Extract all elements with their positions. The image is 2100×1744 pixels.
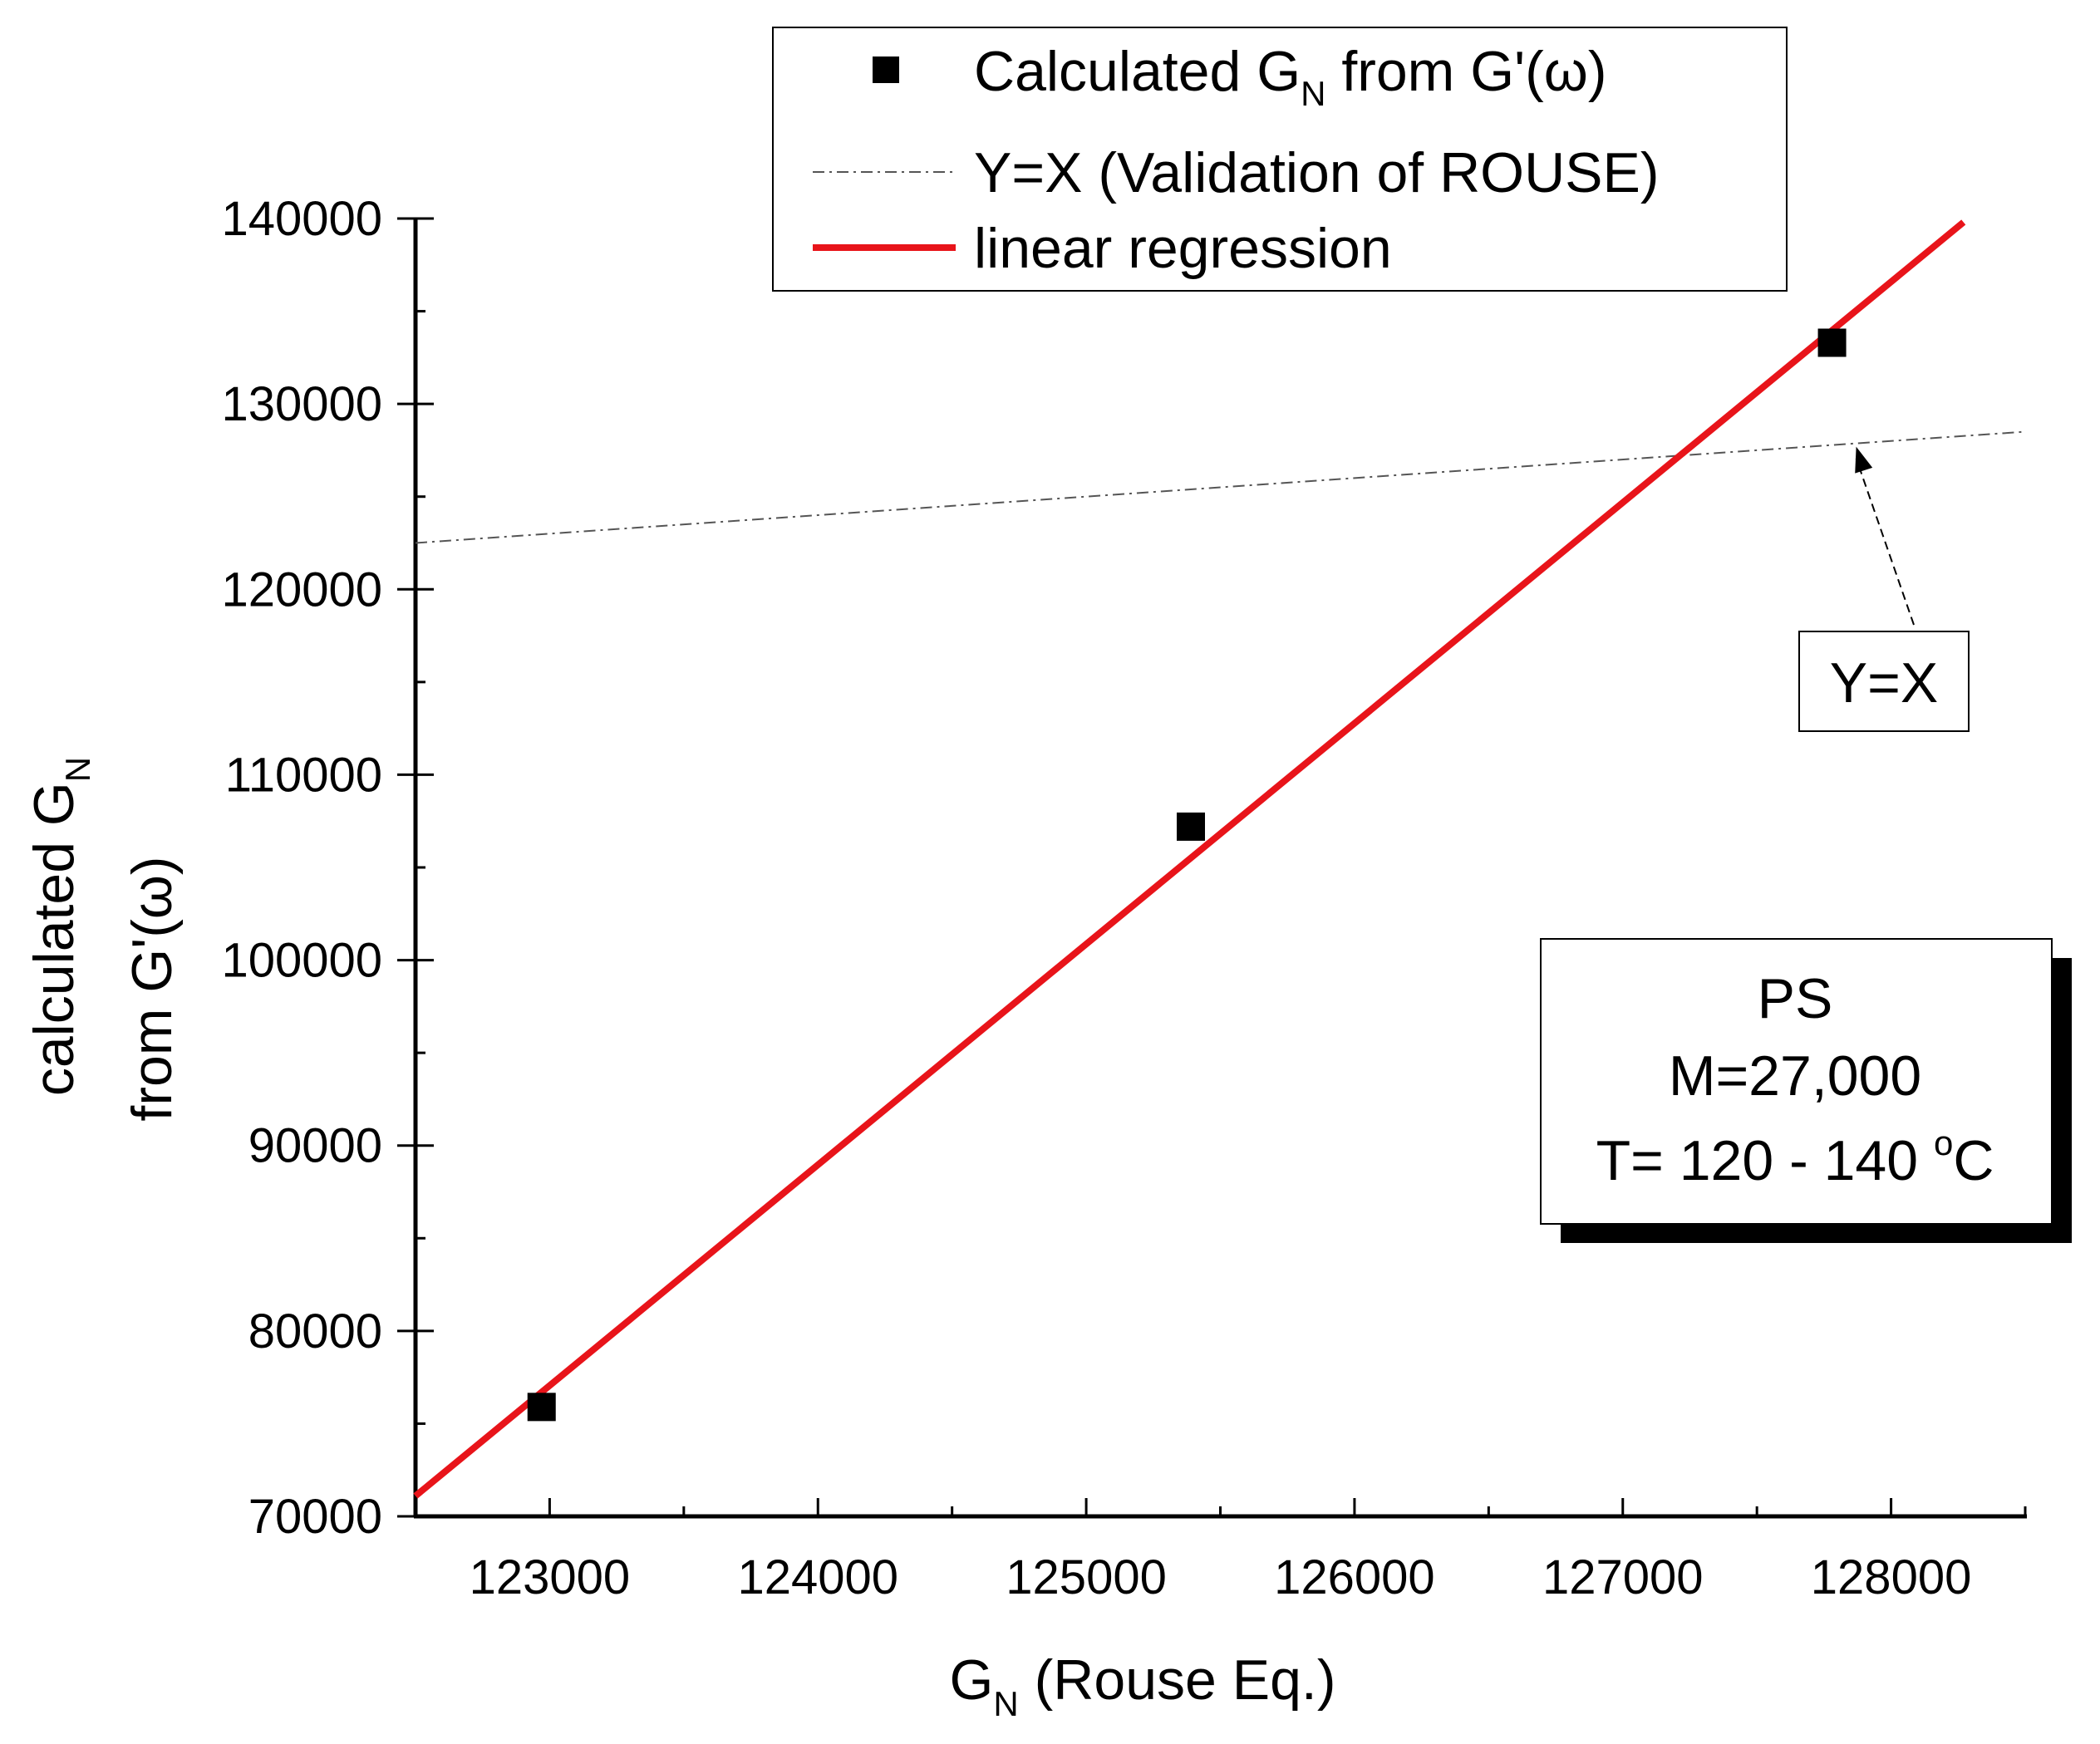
- legend-label-yx: Y=X (Validation of ROUSE): [974, 141, 1660, 204]
- y-tick-label: 70000: [248, 1490, 382, 1544]
- y-axis-title-line1: calculated GN: [22, 757, 97, 1096]
- data-point: [1176, 812, 1205, 841]
- x-tick-label: 128000: [1811, 1550, 1972, 1604]
- info-box-degree-sup: o: [1934, 1123, 1953, 1162]
- y-axis-title-line1-main: calculated G: [22, 782, 86, 1096]
- data-point: [1817, 328, 1847, 357]
- x-axis-title-sub: N: [993, 1684, 1018, 1723]
- annotation-arrowhead: [1855, 446, 1873, 474]
- x-tick-label: 123000: [470, 1550, 631, 1604]
- info-box-line1: PS: [1758, 967, 1833, 1030]
- y-tick-label: 140000: [221, 192, 382, 246]
- info-box-line3-pre: T= 120 - 140: [1596, 1129, 1934, 1192]
- y-axis-title-line1-sub: N: [58, 757, 97, 782]
- x-tick-label: 126000: [1274, 1550, 1435, 1604]
- x-tick-label: 124000: [737, 1550, 898, 1604]
- y-tick-label: 120000: [221, 563, 382, 617]
- legend-label-calculated-main: Calculated G: [974, 40, 1301, 103]
- x-axis-title-rest: (Rouse Eq.): [1019, 1648, 1336, 1712]
- y-axis-title-line2: from G'(ω): [120, 856, 184, 1121]
- yx-annotation: Y=X: [1798, 446, 1970, 732]
- y-tick-label: 100000: [221, 934, 382, 988]
- info-box-line3: T= 120 - 140 oC: [1596, 1123, 1994, 1192]
- y-tick-label: 80000: [248, 1304, 382, 1358]
- data-points: [527, 328, 1847, 1422]
- y-ticks: 70000 80000 90000 100000 110000 120000 130000 1…: [221, 192, 434, 1544]
- y-tick-label: 130000: [221, 377, 382, 431]
- x-axis-title-main: G: [950, 1648, 994, 1712]
- legend-marker-square: [873, 56, 899, 83]
- legend-label-calculated: Calculated GN from G'(ω): [974, 40, 1606, 113]
- y-equals-x-line: [415, 430, 2026, 544]
- annotation-label: Y=X: [1830, 651, 1938, 715]
- annotation-box: [1798, 631, 1970, 732]
- y-tick-label: 90000: [248, 1119, 382, 1173]
- x-tick-label: 127000: [1542, 1550, 1704, 1604]
- info-box-line3-post: C: [1953, 1129, 1994, 1192]
- y-axis-title: calculated GN from G'(ω): [22, 757, 184, 1122]
- legend: Calculated GN from G'(ω) Y=X (Validation…: [772, 27, 1788, 292]
- x-axis-title: GN (Rouse Eq.): [950, 1648, 1336, 1723]
- legend-label-calculated-sub: N: [1301, 74, 1325, 113]
- x-ticks: 123000 124000 125000 126000 127000 128000: [414, 1498, 2027, 1604]
- linear-regression-line: [413, 219, 1966, 1499]
- data-point: [527, 1393, 556, 1422]
- legend-label-calculated-rest: from G'(ω): [1325, 40, 1606, 103]
- info-box: PS M=27,000 T= 120 - 140 oC: [1540, 938, 2072, 1243]
- legend-label-regression: linear regression: [974, 217, 1392, 280]
- info-box-line2: M=27,000: [1669, 1044, 1921, 1108]
- info-box-frame: [1540, 938, 2053, 1225]
- x-tick-label: 125000: [1006, 1550, 1167, 1604]
- axes: [413, 219, 2027, 1519]
- annotation-arrow: [1855, 458, 1915, 626]
- y-tick-label: 110000: [225, 748, 382, 802]
